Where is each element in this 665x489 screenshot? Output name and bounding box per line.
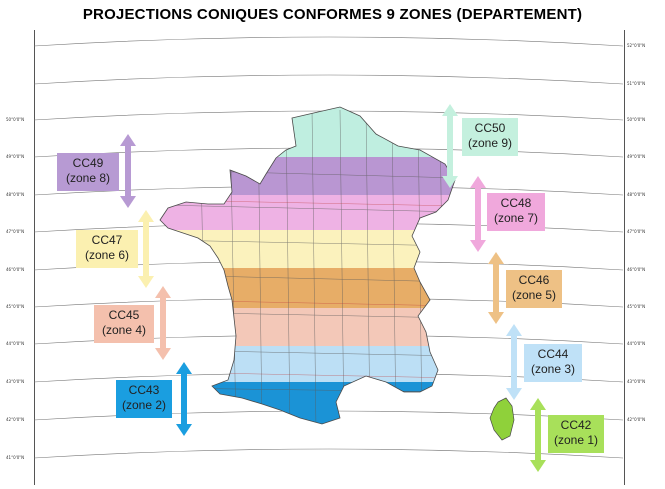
zone-5-arrow [488,252,504,324]
lat-label-44-right: 44°0'0"N [627,341,646,346]
zone-9-name: (zone 9) [467,136,513,150]
zone-2-name: (zone 2) [121,398,167,412]
zone-3-label: CC44 (zone 3) [524,344,582,382]
lat-label-45-right: 45°0'0"N [627,304,646,309]
zone-8-arrow [120,134,136,208]
zone-3-code: CC44 [537,347,569,361]
lat-label-46-right: 46°0'0"N [627,267,646,272]
lat-label-48-left: 48°0'0"N [6,192,25,197]
zone-1-arrow [530,398,546,472]
map-frame [34,30,625,485]
zone-8-label: CC49 (zone 8) [57,153,119,191]
lat-label-42-right: 42°0'0"N [627,417,646,422]
zone-9-code: CC50 [474,121,506,135]
lat-label-45-left: 45°0'0"N [6,304,25,309]
map-title: PROJECTIONS CONIQUES CONFORMES 9 ZONES (… [82,6,583,23]
zone-4-name: (zone 4) [101,323,147,337]
zone-1-name: (zone 1) [553,433,599,447]
lat-label-48-right: 48°0'0"N [627,192,646,197]
zone-6-code: CC47 [91,233,123,247]
lat-label-41-left: 41°0'0"N [6,455,25,460]
zone-7-name: (zone 7) [493,211,539,225]
zone-7-label: CC48 (zone 7) [487,193,545,231]
zone-2-label: CC43 (zone 2) [116,380,172,418]
zone-5-name: (zone 5) [511,288,557,302]
lat-label-44-left: 44°0'0"N [6,341,25,346]
zone-7-code: CC48 [500,196,532,210]
lat-label-42-left: 42°0'0"N [6,417,25,422]
lat-label-50-left: 50°0'0"N [6,117,25,122]
zone-7-arrow [470,176,486,252]
zone-4-arrow [155,286,171,360]
lat-label-43-left: 43°0'0"N [6,379,25,384]
zone-8-code: CC49 [72,156,104,170]
lat-label-51-right: 51°0'0"N [627,81,646,86]
france-mainland [160,107,455,424]
zone-3-arrow [506,324,522,400]
lat-label-52-right: 52°0'0"N [627,43,646,48]
zone-2-arrow [176,362,192,436]
zone-6-label: CC47 (zone 6) [76,230,138,268]
zone-8-name: (zone 8) [65,171,111,185]
zone-2-code: CC43 [128,383,160,397]
zone-9-arrow [442,104,458,188]
lat-label-43-right: 43°0'0"N [627,379,646,384]
zone-4-code: CC45 [108,308,140,322]
lat-label-49-right: 49°0'0"N [627,154,646,159]
zone-5-label: CC46 (zone 5) [506,270,562,308]
zone-arrows [120,104,546,472]
lat-label-50-right: 50°0'0"N [627,117,646,122]
corsica-island [489,397,515,441]
zone-4-label: CC45 (zone 4) [94,305,154,343]
zone-6-name: (zone 6) [84,248,130,262]
lat-label-47-left: 47°0'0"N [6,229,25,234]
lat-label-46-left: 46°0'0"N [6,267,25,272]
zone-6-arrow [138,210,154,288]
zone-1-label: CC42 (zone 1) [548,415,604,453]
lat-label-49-left: 49°0'0"N [6,154,25,159]
zone-1-code: CC42 [560,418,592,432]
zone-3-name: (zone 3) [530,362,576,376]
lat-label-47-right: 47°0'0"N [627,229,646,234]
zone-5-code: CC46 [518,273,550,287]
zone-9-label: CC50 (zone 9) [462,118,518,156]
